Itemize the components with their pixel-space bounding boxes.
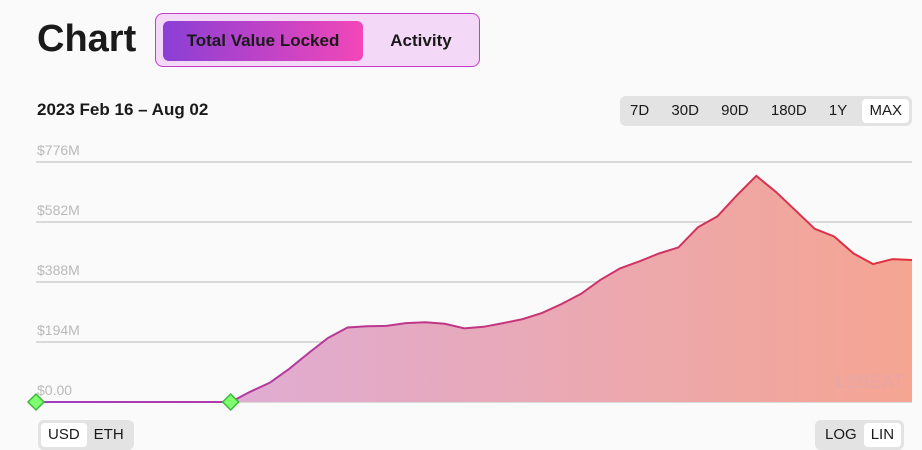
period-button[interactable]: 180D <box>770 102 807 119</box>
period-selector: 7D 30D 90D 180D 1Y MAX <box>620 96 912 126</box>
period-button[interactable]: 7D <box>630 102 650 119</box>
unit-button[interactable]: USD <box>41 423 87 447</box>
y-tick-label: $776M <box>37 142 80 158</box>
y-tick-label: $388M <box>37 262 80 278</box>
date-range: 2023 Feb 16 – Aug 02 <box>37 100 209 119</box>
line <box>36 174 913 403</box>
point-marker <box>221 392 240 412</box>
y-tick-label: $0.00 <box>37 382 72 398</box>
page-title: Chart <box>37 18 137 60</box>
scale-button[interactable]: LOG <box>825 426 857 443</box>
chart: $0.00 $194M $388M $582M $776M L2BEAT <box>26 142 913 412</box>
tab-button[interactable]: Activity <box>390 31 452 50</box>
period-button[interactable]: 1Y <box>828 102 848 119</box>
area-fill <box>36 175 912 402</box>
unit-selector: USD ETH <box>38 420 134 450</box>
scale-button[interactable]: LIN <box>863 423 902 447</box>
period-button[interactable]: 90D <box>721 102 749 119</box>
y-tick-label: $194M <box>37 322 80 338</box>
y-tick-label: $582M <box>37 202 80 218</box>
period-button[interactable]: 30D <box>671 102 699 119</box>
watermark: L2BEAT <box>835 372 904 392</box>
point-marker <box>26 392 46 412</box>
unit-button[interactable]: ETH <box>93 426 124 443</box>
period-button[interactable]: MAX <box>862 99 909 123</box>
tab-button[interactable]: Total Value Locked <box>163 21 363 61</box>
scale-selector: LOG LIN <box>815 420 905 450</box>
tab-toggle: Total Value Locked Activity <box>155 13 480 67</box>
